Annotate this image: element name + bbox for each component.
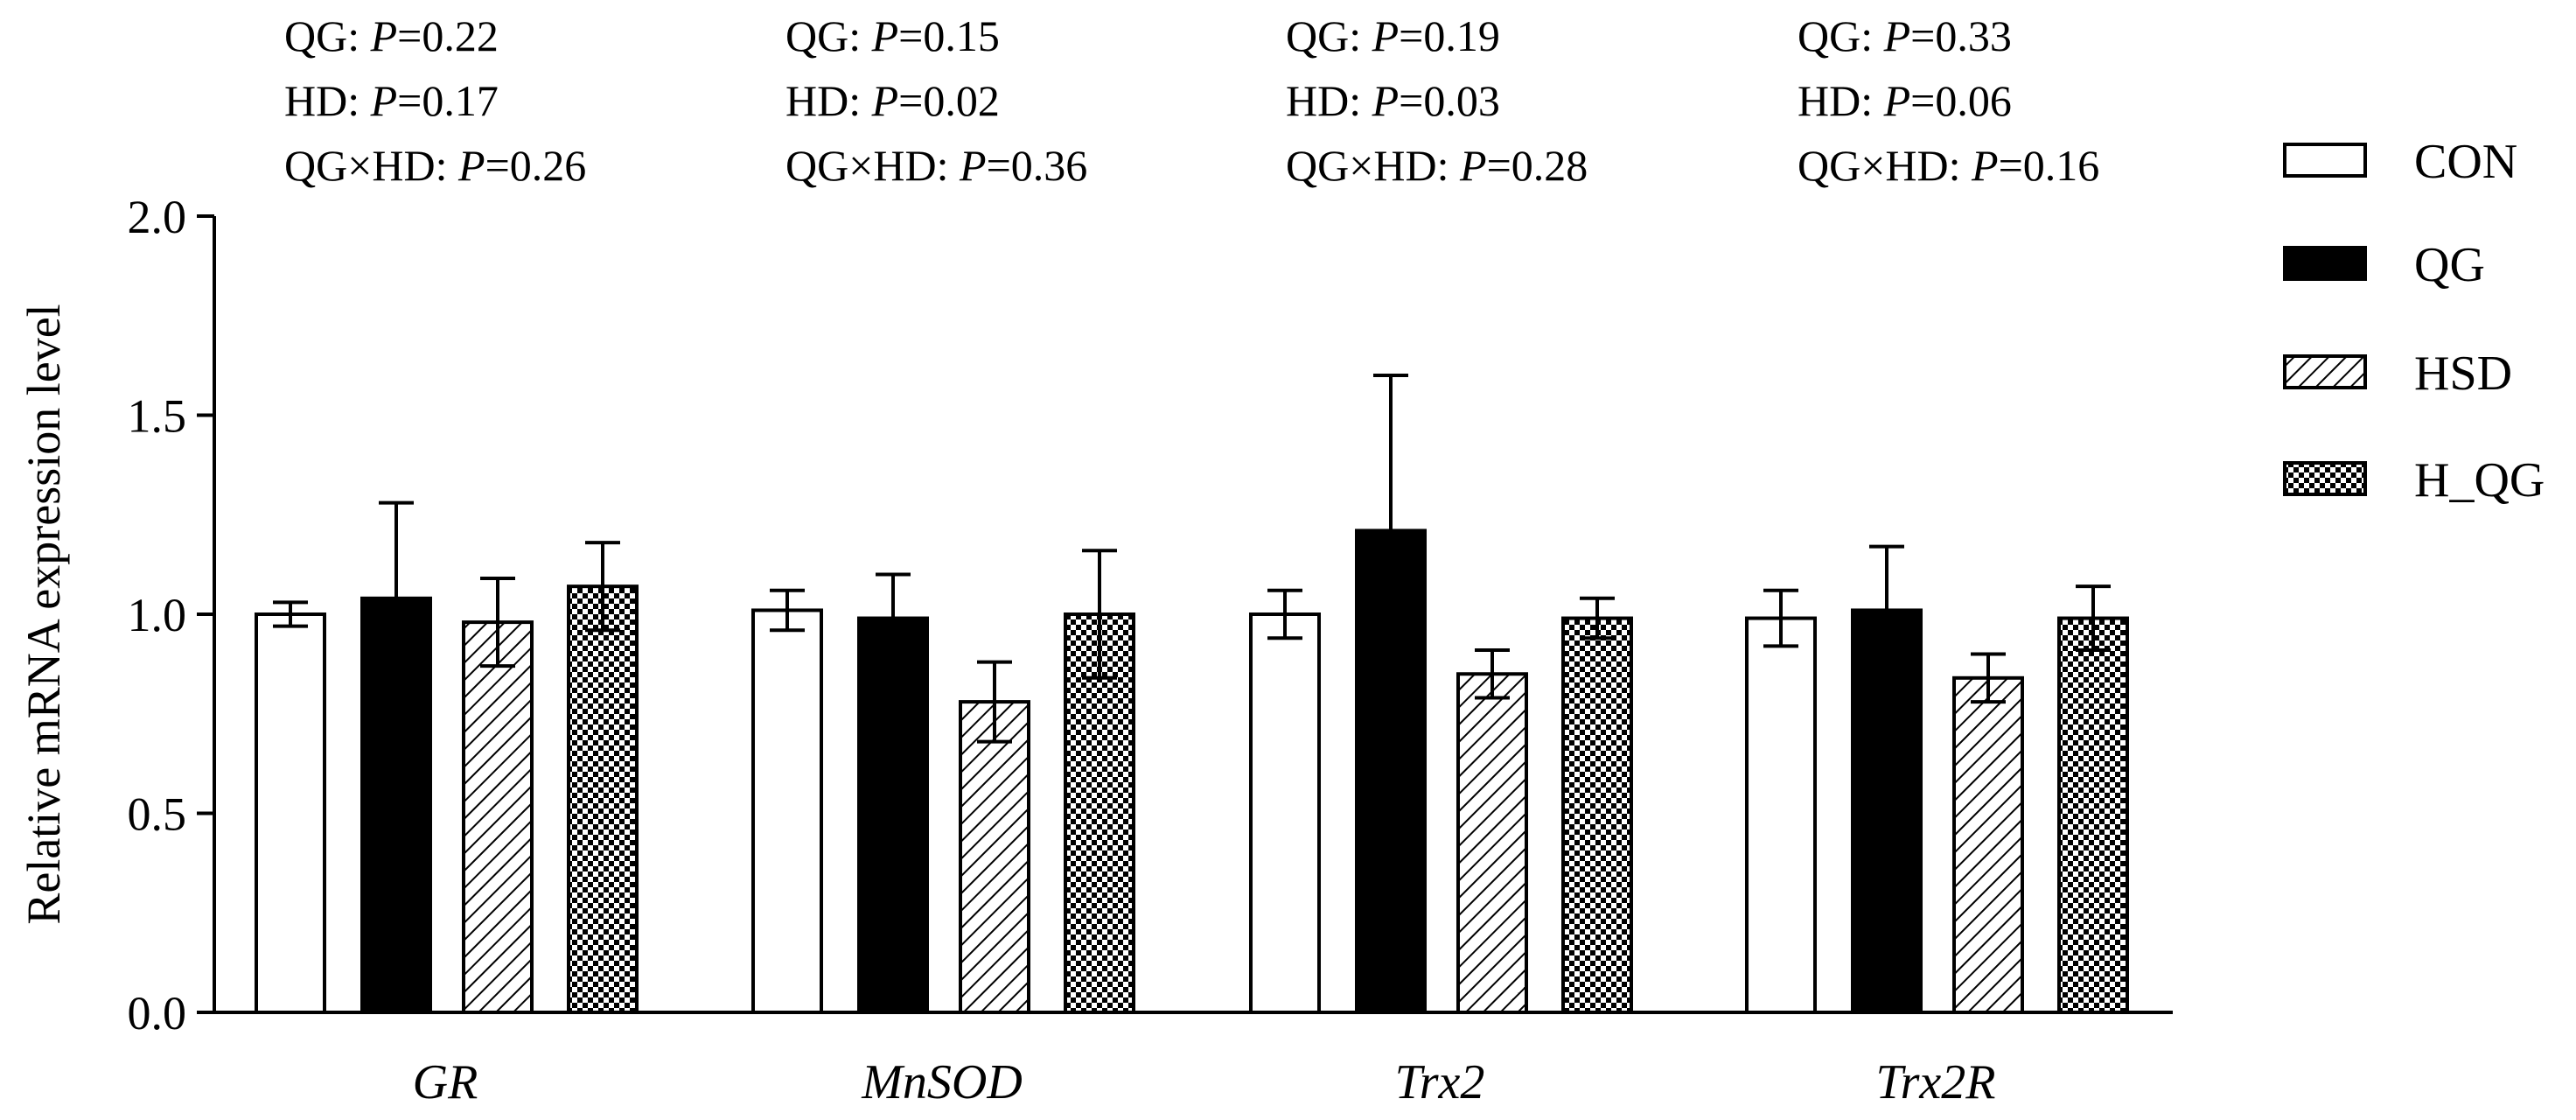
bar-con-mnsod [751,608,823,1014]
labels-group: 0.0 0.5 1.0 1.5 2.0 Relative mRNA expression … [17,191,1995,1110]
legend-swatch-qg [2283,246,2367,281]
p-value-annotation: HD: P=0.17 [284,76,499,125]
y-axis-label: Relative mRNA expression level [17,304,70,924]
category-label: GR [413,1055,478,1110]
annotation-p-symbol: P [1372,76,1400,125]
legend-label: HSD [2414,346,2512,401]
annotation-p-value: =0.02 [898,76,1000,125]
annotation-p-value: =0.03 [1399,76,1500,125]
axes [197,214,2173,1014]
y-tick-label: 2.0 [128,191,187,243]
annotation-p-symbol: P [1459,141,1487,190]
annotation-p-symbol: P [370,11,398,60]
bar-con-trx2r [1745,616,1817,1014]
annotation-p-value: =0.19 [1399,11,1500,60]
y-tick-label: 1.0 [128,589,187,641]
annotation-p-symbol: P [1372,11,1400,60]
annotation-p-value: =0.22 [397,11,499,60]
annotation-factor: QG: [1798,11,1884,60]
p-value-annotation: HD: P=0.02 [785,76,1000,125]
annotation-p-symbol: P [457,141,485,190]
bar-hsd-trx2r [1952,676,2024,1014]
annotation-factor: HD: [1798,76,1884,125]
annotation-p-symbol: P [1883,76,1911,125]
annotation-factor: HD: [785,76,872,125]
legend-swatch-hsd [2283,354,2367,389]
annotation-factor: HD: [284,76,371,125]
legend-swatch-con [2283,143,2367,178]
category-label: Trx2R [1876,1055,1996,1110]
bar-con-gr [255,612,326,1014]
annotation-factor: QG×HD: [785,141,960,190]
bar-hsd-gr [462,620,534,1014]
p-value-annotation: QG: P=0.15 [785,11,1000,60]
legend-swatch-h-qg [2283,461,2367,496]
annotation-p-value: =0.33 [1910,11,2012,60]
legend-label: H_QG [2414,453,2545,508]
bar-h-qg-trx2r [2057,616,2129,1014]
annotation-factor: QG×HD: [284,141,458,190]
bar-h-qg-mnsod [1064,612,1135,1014]
bar-h-qg-gr [567,584,639,1015]
annotation-p-symbol: P [959,141,987,190]
category-label: MnSOD [861,1055,1023,1110]
bar-h-qg-trx2 [1561,616,1633,1014]
p-value-annotation: QG×HD: P=0.16 [1798,141,2099,190]
annotation-p-symbol: P [871,11,899,60]
legend: CON QG HSD H_QG [2283,135,2545,508]
annotation-factor: QG×HD: [1798,141,1972,190]
legend-label: QG [2414,238,2485,292]
annotation-p-value: =0.26 [485,141,587,190]
annotation-p-value: =0.16 [1999,141,2100,190]
annotation-p-value: =0.06 [1910,76,2012,125]
p-value-annotation: QG×HD: P=0.36 [785,141,1087,190]
annotation-p-value: =0.36 [987,141,1088,190]
bar-hsd-mnsod [959,700,1030,1014]
p-value-annotation: QG×HD: P=0.28 [1286,141,1588,190]
y-tick-label: 0.0 [128,987,187,1040]
p-value-annotation: HD: P=0.06 [1798,76,2012,125]
bar-qg-mnsod [857,616,929,1014]
category-label: Trx2 [1395,1055,1485,1110]
p-value-annotation: QG: P=0.33 [1798,11,2012,60]
annotation-factor: QG: [785,11,872,60]
bar-con-trx2 [1249,612,1321,1014]
annotation-p-value: =0.28 [1487,141,1588,190]
annotation-p-symbol: P [871,76,899,125]
annotation-factor: QG: [1286,11,1372,60]
annotation-factor: QG: [284,11,371,60]
annotation-p-value: =0.15 [898,11,1000,60]
p-value-annotation: QG: P=0.22 [284,11,499,60]
legend-label: CON [2414,135,2517,189]
y-tick-label: 1.5 [128,390,187,443]
bar-qg-trx2r [1851,608,1923,1014]
annotation-factor: QG×HD: [1286,141,1460,190]
y-tick-label: 0.5 [128,788,187,841]
bar-hsd-trx2 [1456,672,1528,1014]
p-value-annotation: QG: P=0.19 [1286,11,1500,60]
annotation-p-value: =0.17 [397,76,499,125]
bars-group [255,374,2129,1015]
annotation-p-symbol: P [370,76,398,125]
annotation-p-symbol: P [1883,11,1911,60]
annotation-factor: HD: [1286,76,1372,125]
annotation-p-symbol: P [1971,141,1999,190]
p-value-annotation: QG×HD: P=0.26 [284,141,586,190]
p-value-annotation: HD: P=0.03 [1286,76,1500,125]
